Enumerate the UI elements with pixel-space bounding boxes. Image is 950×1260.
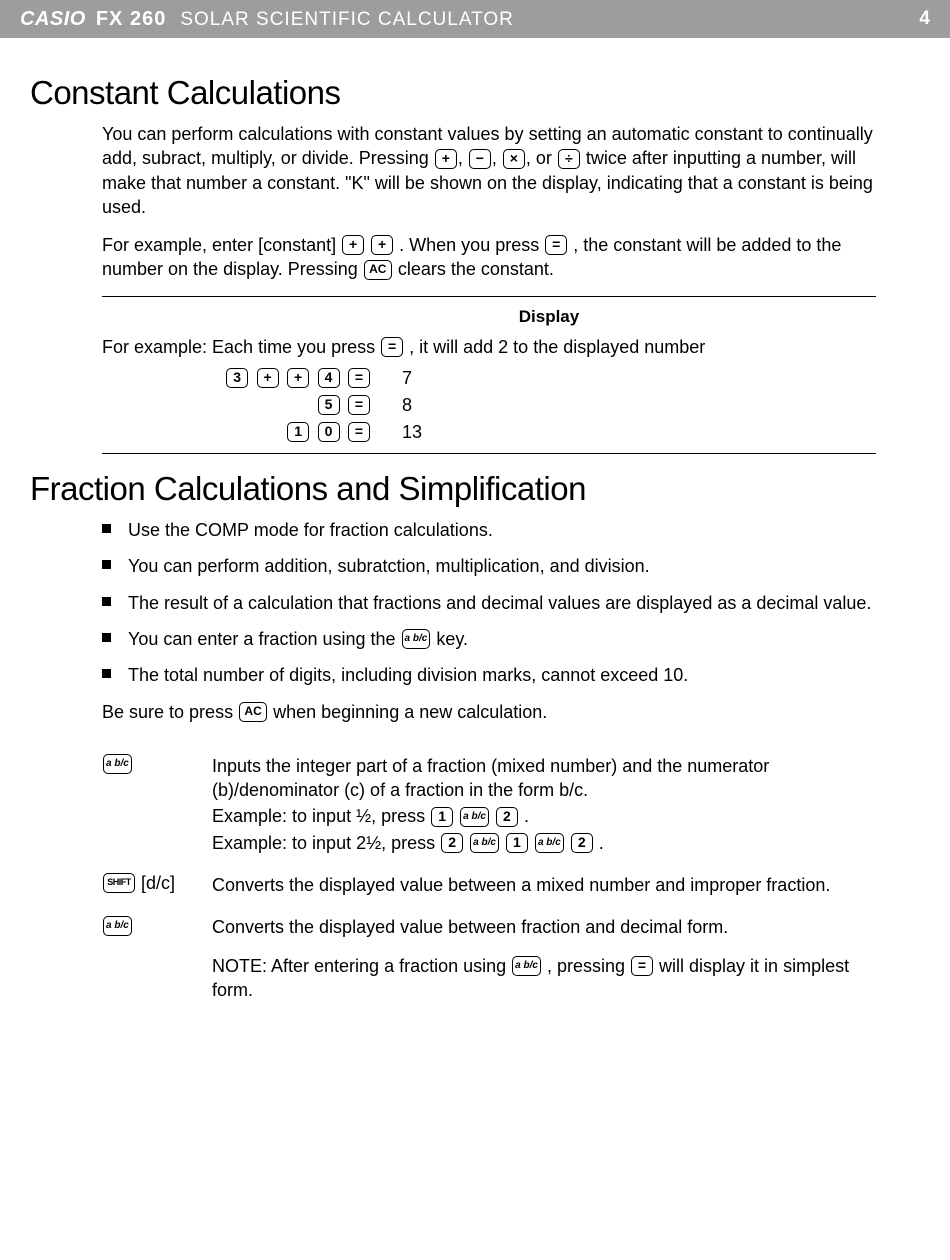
- func-example: Example: to input ½, press 1 a b/c 2 .: [212, 804, 876, 828]
- calc-table: 3 + + 4 = 7 5 = 8 1 0 =: [162, 368, 876, 443]
- ac-key-icon: AC: [239, 702, 267, 722]
- func-note: NOTE: After entering a fraction using a …: [212, 954, 876, 1003]
- result-value: 8: [402, 395, 462, 416]
- digit-key-icon: 3: [226, 368, 248, 388]
- abc-key-icon: a b/c: [512, 956, 541, 976]
- times-key-icon: ×: [503, 149, 525, 169]
- table-row: 3 + + 4 = 7: [162, 368, 876, 389]
- list-item: You can perform addition, subratction, m…: [102, 554, 876, 578]
- digit-key-icon: 1: [287, 422, 309, 442]
- result-value: 7: [402, 368, 462, 389]
- equals-key-icon: =: [348, 422, 370, 442]
- section2-note: Be sure to press AC when beginning a new…: [102, 700, 876, 724]
- bullet-list: Use the COMP mode for fraction calculati…: [102, 518, 876, 687]
- dc-label: [d/c]: [141, 873, 175, 893]
- divide-key-icon: ÷: [558, 149, 580, 169]
- minus-key-icon: −: [469, 149, 491, 169]
- func-desc: Inputs the integer part of a fraction (m…: [212, 754, 876, 803]
- list-item: The result of a calculation that fractio…: [102, 591, 876, 615]
- digit-key-icon: 5: [318, 395, 340, 415]
- list-item: The total number of digits, including di…: [102, 663, 876, 687]
- plus-key-icon: +: [435, 149, 457, 169]
- section1-title: Constant Calculations: [30, 74, 920, 112]
- table-row: a b/c Inputs the integer part of a fract…: [102, 754, 876, 855]
- equals-key-icon: =: [381, 337, 403, 357]
- model-label: FX 260: [96, 8, 166, 31]
- abc-key-icon: a b/c: [460, 807, 489, 827]
- divider: [102, 296, 876, 297]
- list-item: Use the COMP mode for fraction calculati…: [102, 518, 876, 542]
- page-header: CASIO FX 260 SOLAR SCIENTIFIC CALCULATOR…: [0, 0, 950, 38]
- equals-key-icon: =: [545, 235, 567, 255]
- table-row: 5 = 8: [162, 395, 876, 416]
- page-content: Constant Calculations You can perform ca…: [0, 38, 950, 1060]
- table-row: 1 0 = 13: [162, 422, 876, 443]
- digit-key-icon: 1: [431, 807, 453, 827]
- page-number: 4: [919, 8, 930, 30]
- digit-key-icon: 2: [496, 807, 518, 827]
- display-column-header: Display: [222, 307, 876, 327]
- example-intro: For example: Each time you press = , it …: [102, 337, 876, 358]
- digit-key-icon: 4: [318, 368, 340, 388]
- abc-key-icon: a b/c: [402, 629, 431, 649]
- result-value: 13: [402, 422, 462, 443]
- digit-key-icon: 0: [318, 422, 340, 442]
- digit-key-icon: 1: [506, 833, 528, 853]
- plus-key-icon: +: [342, 235, 364, 255]
- subtitle-label: SOLAR SCIENTIFIC CALCULATOR: [180, 9, 514, 31]
- plus-key-icon: +: [287, 368, 309, 388]
- equals-key-icon: =: [348, 368, 370, 388]
- section1-para2: For example, enter [constant] + + . When…: [102, 233, 876, 282]
- header-left: CASIO FX 260 SOLAR SCIENTIFIC CALCULATOR: [20, 8, 514, 31]
- func-example: Example: to input 2½, press 2 a b/c 1 a …: [212, 831, 876, 855]
- func-desc: Converts the displayed value between a m…: [212, 873, 876, 897]
- digit-key-icon: 2: [441, 833, 463, 853]
- brand-label: CASIO: [20, 8, 86, 31]
- table-row: a b/c Converts the displayed value betwe…: [102, 915, 876, 1002]
- section2-title: Fraction Calculations and Simplification: [30, 470, 920, 508]
- divider: [102, 453, 876, 454]
- equals-key-icon: =: [348, 395, 370, 415]
- plus-key-icon: +: [371, 235, 393, 255]
- plus-key-icon: +: [257, 368, 279, 388]
- ac-key-icon: AC: [364, 260, 392, 280]
- function-table: a b/c Inputs the integer part of a fract…: [102, 754, 876, 1002]
- func-desc: Converts the displayed value between fra…: [212, 915, 876, 939]
- abc-key-icon: a b/c: [103, 754, 132, 774]
- digit-key-icon: 2: [571, 833, 593, 853]
- list-item: You can enter a fraction using the a b/c…: [102, 627, 876, 651]
- abc-key-icon: a b/c: [103, 916, 132, 936]
- equals-key-icon: =: [631, 956, 653, 976]
- shift-key-icon: SHIFT: [103, 873, 135, 893]
- abc-key-icon: a b/c: [535, 833, 564, 853]
- table-row: SHIFT [d/c] Converts the displayed value…: [102, 873, 876, 897]
- section1-para1: You can perform calculations with consta…: [102, 122, 876, 219]
- abc-key-icon: a b/c: [470, 833, 499, 853]
